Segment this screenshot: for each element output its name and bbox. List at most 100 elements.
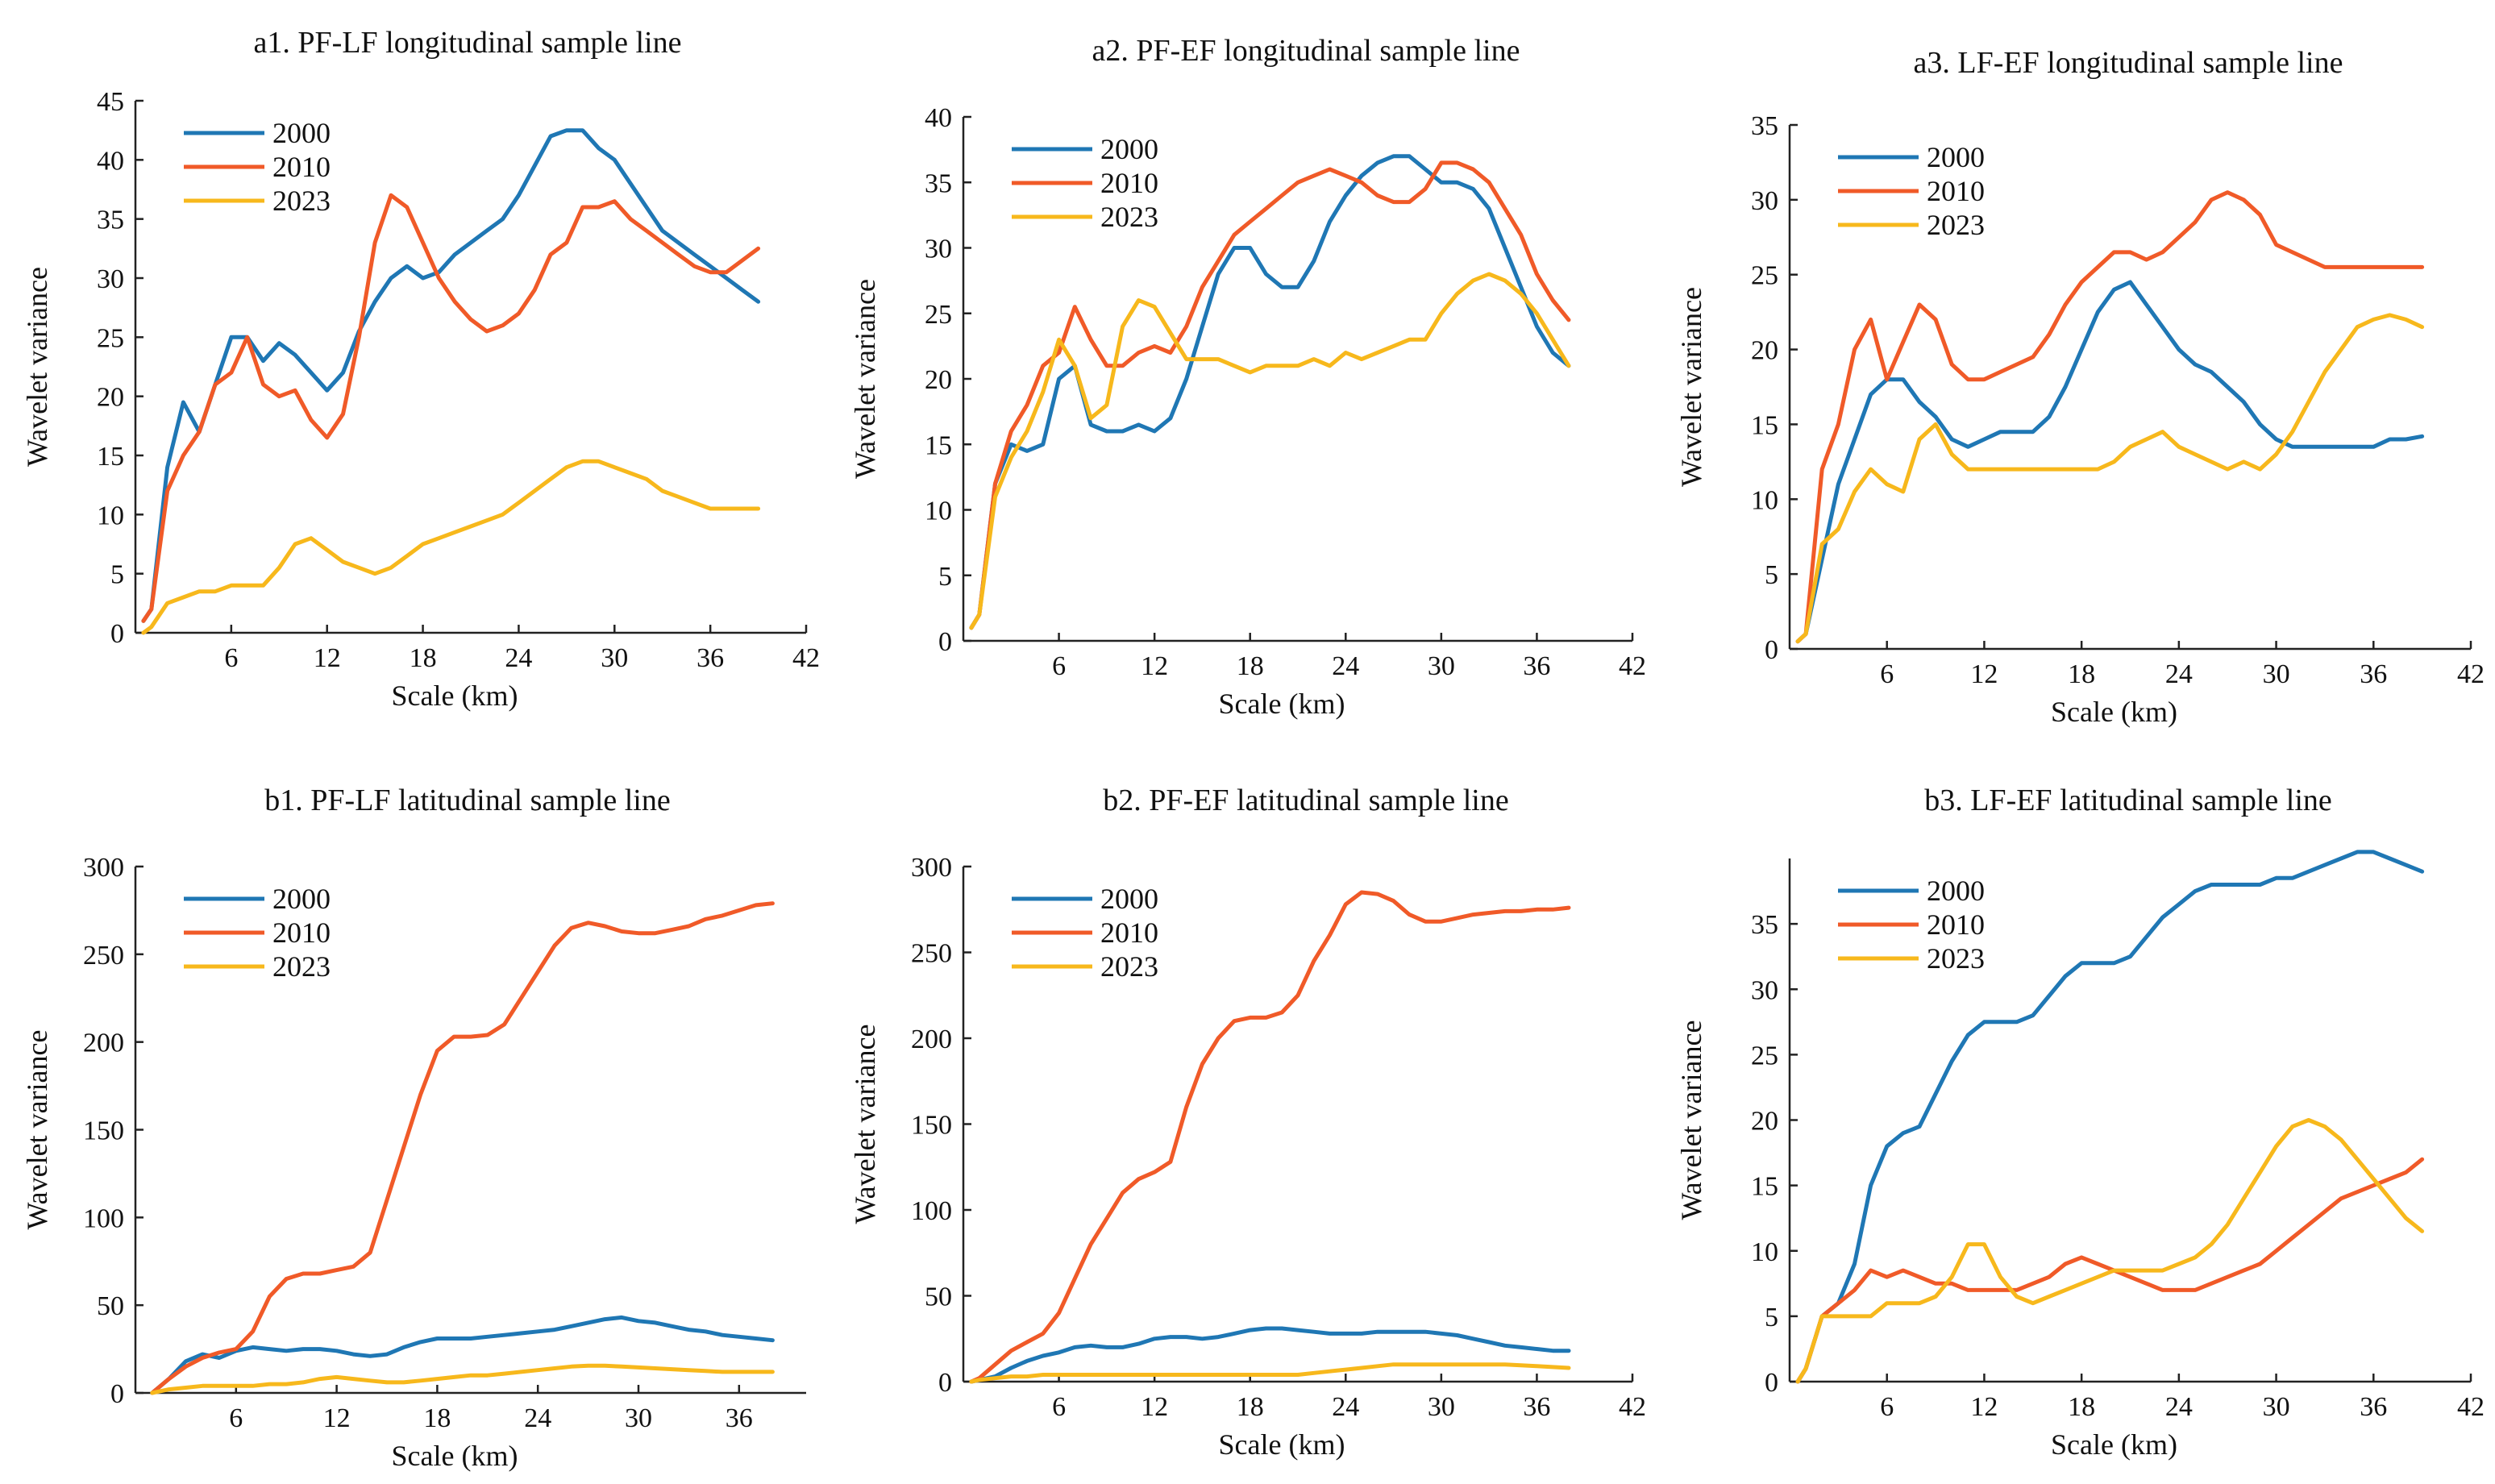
y-tick-label: 25 — [1751, 261, 1778, 291]
y-axis-label: Wavelet variance — [21, 267, 53, 467]
series-line-2023 — [1795, 1118, 2425, 1384]
series-line-2023 — [150, 1363, 775, 1395]
y-tick-label: 35 — [1751, 111, 1778, 141]
x-tick-label: 24 — [2165, 1392, 2193, 1422]
x-tick-label: 12 — [1141, 651, 1168, 681]
y-tick-label: 300 — [911, 853, 952, 883]
x-tick-label: 42 — [2457, 659, 2485, 689]
x-axis-label: Scale (km) — [392, 1440, 518, 1472]
legend-label-2023: 2023 — [1927, 942, 1985, 975]
x-tick-label: 18 — [410, 643, 437, 673]
chart-title: a3. LF-EF longitudinal sample line — [1914, 46, 2343, 80]
x-tick-label: 42 — [1619, 1392, 1646, 1422]
legend-label-2000: 2000 — [1100, 883, 1158, 915]
y-tick-label: 20 — [1751, 1107, 1778, 1137]
y-tick-label: 40 — [925, 103, 952, 133]
y-tick-label: 35 — [97, 206, 124, 235]
y-tick-label: 10 — [925, 497, 952, 526]
x-tick-label: 6 — [1052, 651, 1066, 681]
x-tick-label: 42 — [2457, 1392, 2485, 1422]
y-tick-label: 20 — [925, 365, 952, 395]
x-tick-label: 42 — [792, 643, 820, 673]
chart-panel-a2: a2. PF-EF longitudinal sample line 0 5 10 15… — [849, 34, 1646, 720]
series-line-2000 — [150, 1315, 775, 1395]
y-tick-label: 250 — [83, 941, 124, 971]
legend-label-2010: 2010 — [272, 151, 331, 183]
x-tick-label: 42 — [1619, 651, 1646, 681]
legend-label-2023: 2023 — [1100, 201, 1158, 233]
y-tick-label: 35 — [1751, 910, 1778, 940]
chart-panel-a3: a3. LF-EF longitudinal sample line 0 5 10 15… — [1675, 46, 2485, 728]
x-tick-label: 30 — [2263, 659, 2290, 689]
x-axis-label: Scale (km) — [2051, 696, 2177, 728]
y-tick-label: 40 — [97, 146, 124, 176]
y-axis-label: Wavelet variance — [1675, 1021, 1707, 1220]
x-tick-label: 12 — [314, 643, 341, 673]
y-tick-label: 20 — [97, 383, 124, 413]
series-line-2000 — [1795, 850, 2425, 1384]
y-tick-label: 100 — [911, 1196, 952, 1226]
y-tick-label: 5 — [938, 562, 952, 592]
series-line-2000 — [141, 128, 761, 623]
chart-title: a1. PF-LF longitudinal sample line — [254, 26, 682, 60]
y-tick-label: 200 — [911, 1025, 952, 1054]
x-tick-label: 6 — [229, 1403, 243, 1433]
y-tick-label: 300 — [83, 853, 124, 883]
legend-label-2010: 2010 — [1927, 175, 1985, 207]
y-tick-label: 25 — [97, 323, 124, 353]
legend-label-2000: 2000 — [1100, 133, 1158, 165]
chart-panel-b1: b1. PF-LF latitudinal sample line 0 50 100 1… — [21, 784, 806, 1472]
legend-label-2000: 2000 — [1927, 141, 1985, 173]
x-tick-label: 36 — [697, 643, 724, 673]
series-line-2010 — [1795, 1157, 2425, 1384]
y-tick-label: 10 — [1751, 1237, 1778, 1267]
x-tick-label: 36 — [1523, 1392, 1550, 1422]
y-tick-label: 5 — [1765, 1303, 1778, 1332]
x-tick-label: 24 — [524, 1403, 551, 1433]
chart-panel-b2: b2. PF-EF latitudinal sample line 0 50 100 1… — [849, 784, 1646, 1461]
x-tick-label: 12 — [1970, 1392, 1998, 1422]
y-tick-label: 10 — [1751, 485, 1778, 515]
y-axis-label: Wavelet variance — [21, 1030, 53, 1230]
series-line-2023 — [969, 1362, 1571, 1384]
chart-panel-a1: a1. PF-LF longitudinal sample line 0 5 10 15… — [21, 26, 820, 712]
y-tick-label: 30 — [1751, 186, 1778, 216]
chart-title: b3. LF-EF latitudinal sample line — [1924, 784, 2332, 817]
x-tick-label: 24 — [1332, 651, 1359, 681]
x-tick-label: 18 — [423, 1403, 451, 1433]
y-tick-label: 0 — [1765, 635, 1778, 665]
legend-label-2023: 2023 — [272, 185, 331, 217]
x-tick-label: 30 — [625, 1403, 652, 1433]
y-tick-label: 30 — [1751, 975, 1778, 1005]
x-tick-label: 18 — [2068, 659, 2095, 689]
series-line-2023 — [141, 459, 761, 635]
series-line-2000 — [969, 1326, 1571, 1384]
legend-label-2010: 2010 — [1927, 908, 1985, 941]
x-tick-label: 12 — [1141, 1392, 1168, 1422]
x-axis-label: Scale (km) — [392, 680, 518, 712]
y-tick-label: 25 — [1751, 1041, 1778, 1070]
x-tick-label: 36 — [2360, 1392, 2387, 1422]
series-line-2000 — [969, 154, 1571, 630]
x-tick-label: 6 — [1880, 1392, 1894, 1422]
y-tick-label: 0 — [110, 1379, 124, 1409]
legend-label-2010: 2010 — [1100, 167, 1158, 199]
y-axis-label: Wavelet variance — [1675, 287, 1707, 487]
y-tick-label: 15 — [925, 430, 952, 460]
y-tick-label: 15 — [1751, 410, 1778, 440]
y-tick-label: 50 — [925, 1282, 952, 1312]
x-tick-label: 6 — [1880, 659, 1894, 689]
x-tick-label: 30 — [2263, 1392, 2290, 1422]
series-line-2010 — [150, 901, 775, 1395]
y-tick-label: 0 — [110, 619, 124, 649]
y-tick-label: 200 — [83, 1029, 124, 1058]
legend-label-2000: 2000 — [272, 117, 331, 149]
x-axis-label: Scale (km) — [1219, 688, 1345, 720]
series-line-2023 — [969, 272, 1571, 630]
x-tick-label: 30 — [1428, 651, 1455, 681]
x-tick-label: 30 — [1428, 1392, 1455, 1422]
x-axis-label: Scale (km) — [2051, 1428, 2177, 1461]
y-tick-label: 5 — [110, 560, 124, 590]
y-tick-label: 35 — [925, 168, 952, 198]
